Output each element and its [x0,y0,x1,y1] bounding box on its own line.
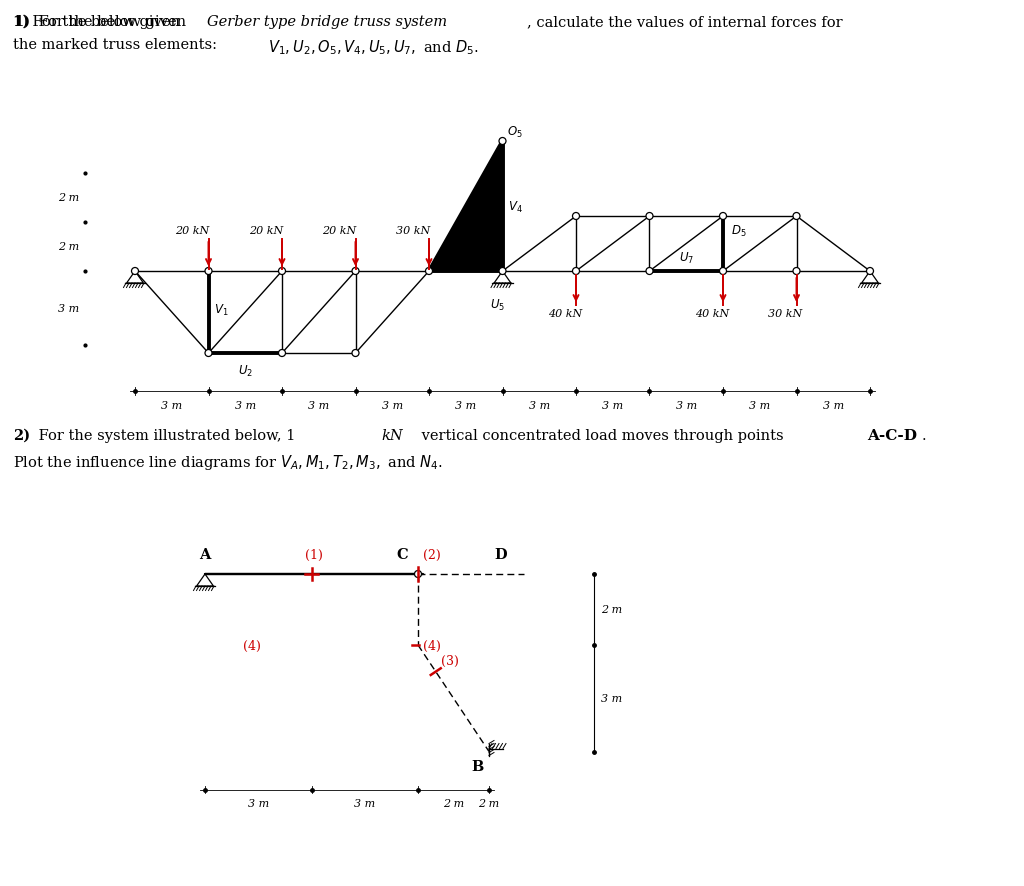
Text: (2): (2) [423,548,440,562]
Text: 20 kN: 20 kN [175,226,210,236]
Circle shape [499,268,506,276]
Circle shape [131,268,138,276]
Circle shape [279,350,286,357]
Circle shape [499,138,506,145]
Text: (1): (1) [304,548,323,562]
Text: 2): 2) [13,429,30,442]
Circle shape [415,571,422,578]
Circle shape [793,268,800,276]
Circle shape [720,214,726,221]
Text: (4): (4) [423,639,441,652]
Text: $V_1, U_2, O_5, V_4, U_5, U_7,$ and $D_5.$: $V_1, U_2, O_5, V_4, U_5, U_7,$ and $D_5… [268,38,478,57]
Text: 3 m: 3 m [676,400,696,410]
Text: $U_2$: $U_2$ [238,363,253,378]
Text: $U_5$: $U_5$ [489,298,505,313]
Text: 3 m: 3 m [750,400,770,410]
Text: 1): 1) [13,15,30,29]
Text: 3 m: 3 m [354,798,376,809]
Text: 2 m: 2 m [601,605,623,615]
Circle shape [352,268,359,276]
Text: A-C-D: A-C-D [867,429,918,442]
Text: $D_5$: $D_5$ [731,224,746,239]
Text: 30 kN: 30 kN [768,308,803,319]
Text: Gerber type bridge truss system: Gerber type bridge truss system [207,15,447,29]
Text: 3 m: 3 m [822,400,844,410]
Circle shape [205,268,212,276]
Circle shape [720,268,726,276]
Text: 3 m: 3 m [601,694,623,703]
Text: $U_7$: $U_7$ [679,251,694,266]
Text: (3): (3) [440,654,459,667]
Text: 3 m: 3 m [528,400,550,410]
Text: 3 m: 3 m [382,400,402,410]
Text: 20 kN: 20 kN [249,226,284,236]
Text: 20 kN: 20 kN [323,226,356,236]
Text: 3 m: 3 m [234,400,256,410]
Text: $V_4$: $V_4$ [509,199,523,214]
Text: 40 kN: 40 kN [695,308,729,319]
Circle shape [646,268,653,276]
Circle shape [646,214,653,221]
Text: C: C [396,548,408,562]
Text: 3 m: 3 m [456,400,476,410]
Text: 1) For the below given: 1) For the below given [13,15,184,29]
Text: 3 m: 3 m [248,798,269,809]
Circle shape [866,268,873,276]
Circle shape [279,268,286,276]
Text: 2 m: 2 m [478,798,500,809]
Text: D: D [494,548,507,562]
Text: , calculate the values of internal forces for: , calculate the values of internal force… [527,15,843,29]
Polygon shape [429,142,503,272]
Text: 3 m: 3 m [161,400,182,410]
Text: vertical concentrated load moves through points: vertical concentrated load moves through… [417,429,788,442]
Text: $O_5$: $O_5$ [507,125,522,140]
Circle shape [572,214,580,221]
Text: For the below given: For the below given [34,15,190,29]
Text: B: B [472,759,484,773]
Circle shape [352,350,359,357]
Text: the marked truss elements:: the marked truss elements: [13,38,221,52]
Text: 3 m: 3 m [308,400,330,410]
Text: 3 m: 3 m [58,303,79,314]
Text: 3 m: 3 m [602,400,624,410]
Circle shape [572,268,580,276]
Text: (4): (4) [243,639,261,652]
Text: .: . [922,429,927,442]
Circle shape [205,350,212,357]
Text: $V_1$: $V_1$ [214,302,229,317]
Text: 40 kN: 40 kN [548,308,583,319]
Circle shape [793,214,800,221]
Text: kN: kN [381,429,402,442]
Text: 2 m: 2 m [443,798,464,809]
Text: A: A [200,548,211,562]
Text: 30 kN: 30 kN [396,226,430,236]
Text: For the system illustrated below, 1: For the system illustrated below, 1 [34,429,300,442]
Text: 2 m: 2 m [58,193,79,203]
Circle shape [426,268,432,276]
Text: Plot the influence line diagrams for $V_A, M_1, T_2, M_3,$ and $N_4.$: Plot the influence line diagrams for $V_… [13,453,442,471]
Text: 2 m: 2 m [58,242,79,253]
